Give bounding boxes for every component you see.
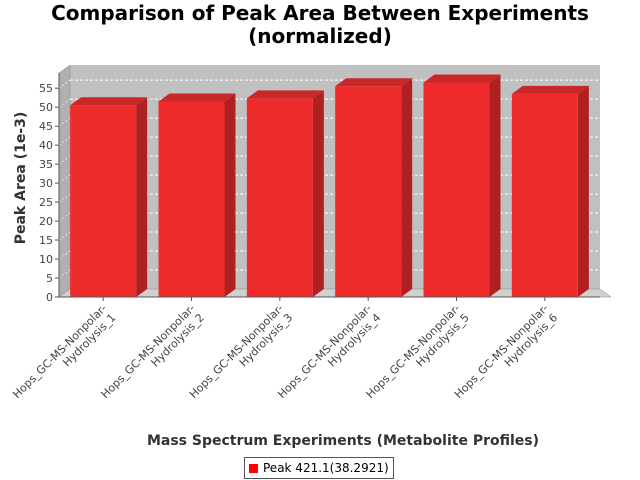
bar-side <box>489 74 501 298</box>
bars <box>70 74 589 298</box>
chart-title-line-2: (normalized) <box>248 24 392 48</box>
bar-side <box>401 78 413 297</box>
y-tick-label: 35 <box>39 158 53 171</box>
bar-front <box>335 86 402 297</box>
legend-label: Peak 421.1(38.2921) <box>263 461 389 475</box>
chart-title-line-1: Comparison of Peak Area Between Experime… <box>51 1 589 25</box>
y-tick-label: 10 <box>39 253 53 266</box>
plot-back-wall <box>70 65 600 289</box>
y-tick-label: 55 <box>39 82 53 95</box>
bar <box>511 85 589 298</box>
y-tick-label: 25 <box>39 196 53 209</box>
bar <box>423 74 501 298</box>
bar-side <box>224 93 236 297</box>
bar-top <box>335 78 413 87</box>
bar-top <box>70 97 148 106</box>
bar-top <box>158 93 236 102</box>
x-axis-label: Mass Spectrum Experiments (Metabolite Pr… <box>147 433 539 449</box>
bar-top <box>423 74 501 83</box>
legend: Peak 421.1(38.2921) <box>244 457 394 479</box>
y-tick-label: 20 <box>39 215 53 228</box>
bar-side <box>312 90 324 297</box>
y-tick-label: 45 <box>39 120 53 133</box>
legend-swatch <box>249 463 258 473</box>
bar-top <box>246 90 324 99</box>
bar <box>70 97 148 298</box>
gridlines <box>58 79 600 279</box>
x-axis: Hops_GC-MS-Nonpolar-Hydrolysis_1Hops_GC-… <box>10 296 600 401</box>
bar-front <box>423 82 490 298</box>
bar-front <box>158 101 225 297</box>
y-tick-label: 50 <box>39 101 53 114</box>
bar-front <box>511 93 578 298</box>
x-tick-label-line: Hops_GC-MS-Nonpolar- <box>10 302 109 401</box>
y-tick-label: 40 <box>39 139 53 152</box>
bar-side <box>577 85 589 298</box>
chart-title: Comparison of Peak Area Between Experime… <box>0 2 640 48</box>
bar-top <box>511 85 589 94</box>
y-tick-label: 0 <box>46 291 53 304</box>
y-tick-label: 5 <box>46 272 53 285</box>
bar-side <box>136 97 148 298</box>
bar <box>335 78 413 297</box>
plot-side-wall <box>58 64 71 298</box>
bar <box>246 90 324 297</box>
bar-front <box>246 98 313 297</box>
y-tick-label: 15 <box>39 234 53 247</box>
bar <box>158 93 236 297</box>
y-tick-label: 30 <box>39 177 53 190</box>
bar-front <box>70 105 137 298</box>
y-axis-label: Peak Area (1e-3) <box>13 112 29 245</box>
y-axis: 0 5 10 15 20 25 30 35 40 45 50 55 <box>39 73 60 304</box>
